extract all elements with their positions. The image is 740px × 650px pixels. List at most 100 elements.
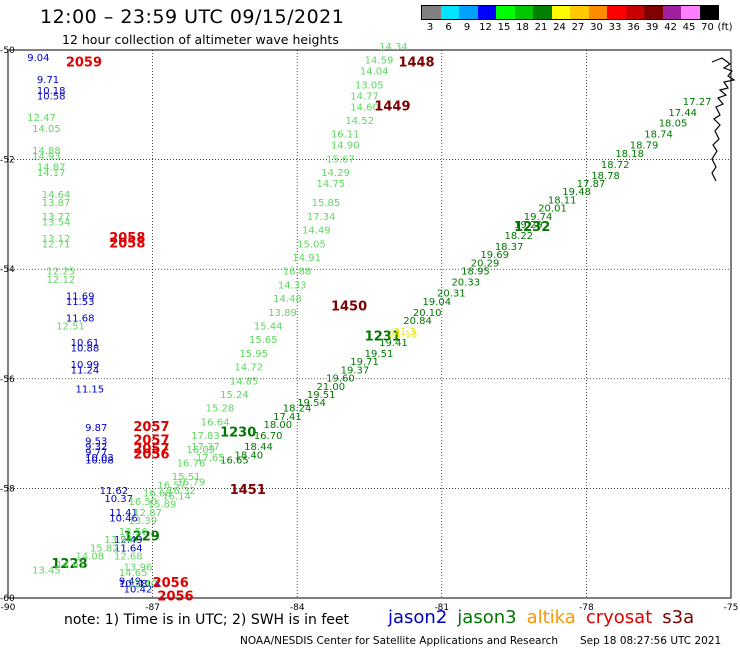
wave-height-label: 17.83 [191, 431, 220, 442]
wave-height-label: 15.44 [254, 321, 283, 332]
wave-height-label: 14.91 [292, 253, 321, 264]
wave-height-label: 11.41 [109, 508, 138, 519]
legend-cell [496, 6, 515, 19]
wave-height-label: 14.85 [230, 376, 259, 387]
wave-height-label: 13.94 [104, 535, 133, 546]
wave-height-label: 1230 [220, 425, 256, 440]
legend-cell [588, 6, 607, 19]
wave-height-label: 14.59 [365, 56, 394, 67]
wave-height-label: 15.95 [239, 349, 268, 360]
wave-height-label: 16.11 [331, 130, 360, 141]
wave-height-label: 13.45 [32, 565, 61, 576]
wave-height-label: 16.65 [220, 456, 249, 467]
wave-height-label: 10.37 [104, 494, 133, 505]
wave-height-label: 11.53 [66, 297, 95, 308]
coastline [711, 57, 736, 182]
wave-height-label: 10.88 [71, 343, 100, 354]
wave-height-label: 18.00 [263, 420, 292, 431]
wave-height-label: 15.28 [206, 404, 235, 415]
wave-height-label: 15.51 [172, 472, 201, 483]
wave-height-label: 18.18 [615, 149, 644, 160]
wave-height-label: 14.60 [350, 102, 379, 113]
wave-height-label: 10.42 [124, 585, 153, 596]
wave-height-label: 12.12 [47, 275, 76, 286]
wave-height-label: 14.61 [56, 560, 85, 571]
map-subtitle: 12 hour collection of altimeter wave hei… [62, 32, 339, 47]
wave-height-label: 18.24 [283, 404, 312, 415]
wave-height-label: 14.05 [32, 124, 61, 135]
wave-height-label: 14.34 [379, 42, 408, 53]
wave-height-label: 18.40 [235, 450, 264, 461]
wave-height-label: 17.44 [668, 108, 697, 119]
wave-height-label: 18.78 [591, 171, 620, 182]
wave-height-label: 2058 [109, 231, 145, 246]
wave-height-label: 17.87 [577, 179, 606, 190]
wave-height-label: 9.77 [85, 448, 107, 459]
wave-height-label: 14.33 [278, 280, 307, 291]
wave-height-label: 10.38 [119, 579, 148, 590]
wave-height-label: 2057 [133, 442, 169, 457]
lon-tick-label: -75 [724, 603, 739, 613]
lat-tick-label: -56 [0, 375, 15, 385]
wave-height-label: 12.25 [47, 267, 76, 278]
lat-tick-label: -54 [0, 265, 15, 275]
wave-height-label: 18.79 [630, 141, 659, 152]
wave-height-label: 9.87 [85, 423, 107, 434]
wave-height-label: 18.22 [504, 231, 533, 242]
wave-height-label: 15.82 [90, 543, 119, 554]
wave-height-label: 19.74 [524, 212, 553, 223]
wave-height-label: 11.15 [75, 385, 104, 396]
wave-height-label: 2056 [133, 447, 169, 462]
legend-tick-label: 33 [608, 22, 622, 33]
wave-height-label: 1451 [230, 483, 266, 498]
wave-height-label: 14.88 [32, 146, 61, 157]
wave-height-label: 17.37 [191, 442, 220, 453]
legend-cell [551, 6, 570, 19]
wave-height-label: 13.77 [42, 212, 71, 223]
wave-height-label: 15.67 [326, 154, 355, 165]
legend-tick-label: 15 [497, 22, 511, 33]
wave-height-label: 18.74 [644, 130, 673, 141]
wave-height-label: 19.04 [423, 297, 452, 308]
wave-height-label: 16.76 [177, 458, 206, 469]
wave-height-label: 16.68 [143, 489, 172, 500]
wave-height-label: 10.58 [37, 91, 66, 102]
map-title: 12:00 – 23:59 UTC 09/15/2021 [40, 6, 345, 28]
wave-height-label: 14.29 [321, 168, 350, 179]
satellite-key: jason2 jason3 altika cryosat s3a [388, 607, 694, 628]
legend-tick-label: 24 [553, 22, 566, 33]
wave-height-label: 14.49 [302, 226, 331, 237]
color-legend: 3 6 9 12 15 18 21 24 27 30 33 36 39 42 45 70 (ft) [421, 5, 733, 34]
wave-height-label: 19.48 [562, 187, 591, 198]
wave-height-label: 20.01 [538, 204, 567, 215]
wave-height-label: 2058 [109, 236, 145, 251]
legend-cell [440, 6, 459, 19]
legend-unit: (ft) [717, 22, 733, 33]
wave-height-label: 11.64 [114, 543, 143, 554]
wave-height-label: 12.47 [27, 113, 56, 124]
wave-height-label: 14.75 [316, 179, 345, 190]
wave-height-label: 21.13 [389, 330, 418, 341]
wave-height-label: 18.72 [601, 160, 630, 171]
legend-tick-label: 21 [534, 22, 548, 33]
legend-tick-label: 30 [590, 22, 603, 33]
wave-height-label: 19.41 [379, 338, 408, 349]
wave-height-label: 9.53 [85, 437, 107, 448]
wave-height-label: 19.54 [297, 398, 326, 409]
legend-tick-label: 18 [516, 22, 529, 33]
coastline-path [711, 57, 736, 182]
lon-tick-label: -84 [290, 603, 305, 613]
lat-tick-label: -60 [0, 594, 15, 604]
legend-tick-label: 36 [627, 22, 640, 33]
legend-tick-label: 39 [645, 22, 659, 33]
legend-tick-labels: 3 6 9 12 15 18 21 24 27 30 33 36 39 42 45 70 (ft) [421, 20, 733, 34]
wave-height-label: 16.50 [129, 497, 158, 508]
wave-height-label: 20.29 [471, 258, 500, 269]
wave-height-label: 11.68 [66, 313, 95, 324]
wave-height-label: 10.61 [71, 338, 100, 349]
wave-height-label: 13.89 [268, 308, 297, 319]
legend-cell [514, 6, 533, 19]
lon-tick-label: -87 [145, 603, 160, 613]
wave-height-label: 20.33 [451, 278, 480, 289]
